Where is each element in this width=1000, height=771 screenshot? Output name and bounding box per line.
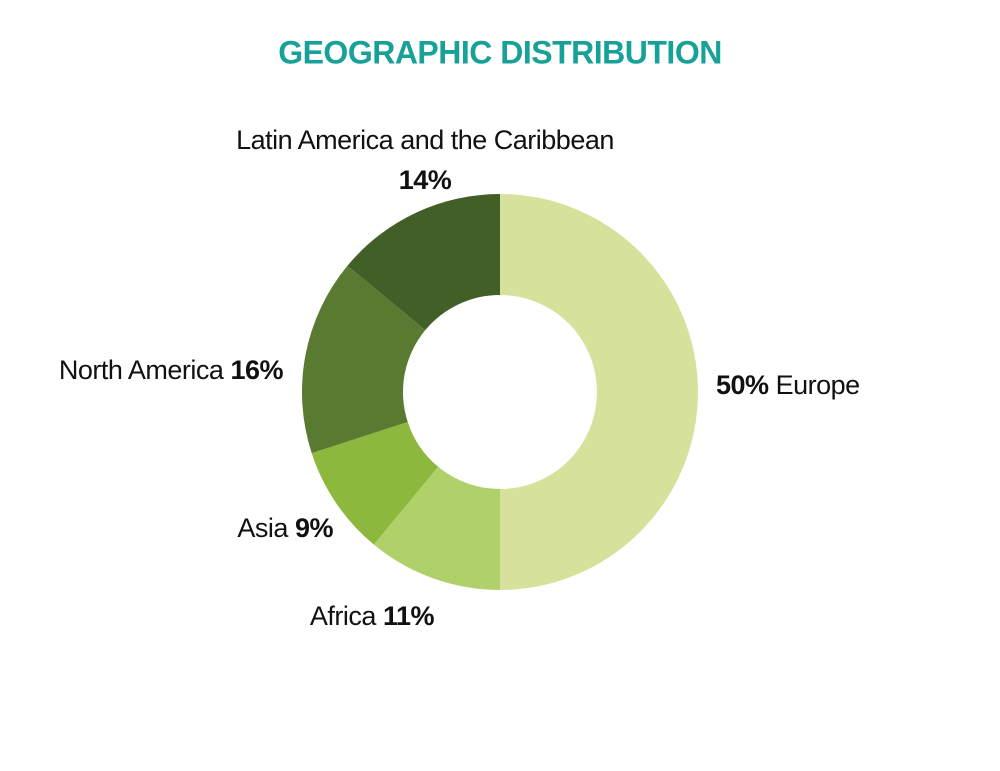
donut-slice bbox=[347, 194, 500, 331]
slice-label: Europe bbox=[776, 370, 860, 400]
slice-label-group: Asia 9% bbox=[237, 513, 333, 543]
slice-label: Asia bbox=[237, 513, 289, 543]
donut-slice bbox=[311, 421, 439, 545]
slice-label-group: Africa 11% bbox=[310, 601, 435, 631]
slice-label: Africa bbox=[310, 601, 378, 631]
chart-title: GEOGRAPHIC DISTRIBUTION bbox=[278, 34, 722, 70]
slice-value-label: 14% bbox=[399, 165, 452, 195]
donut-slice bbox=[500, 194, 698, 590]
donut-slice bbox=[301, 265, 426, 454]
slice-value-label: 16% bbox=[230, 355, 283, 385]
slice-label-group: North America 16% bbox=[59, 355, 284, 385]
slice-value-label: 11% bbox=[383, 601, 435, 631]
slice-label: Latin America and the Caribbean bbox=[236, 125, 614, 155]
slice-label-group: 50% Europe bbox=[716, 370, 860, 400]
donut-slice bbox=[373, 466, 500, 590]
slice-value-label: 50% bbox=[716, 370, 769, 400]
slice-value-label: 9% bbox=[295, 513, 334, 543]
slice-label: North America bbox=[59, 355, 225, 385]
